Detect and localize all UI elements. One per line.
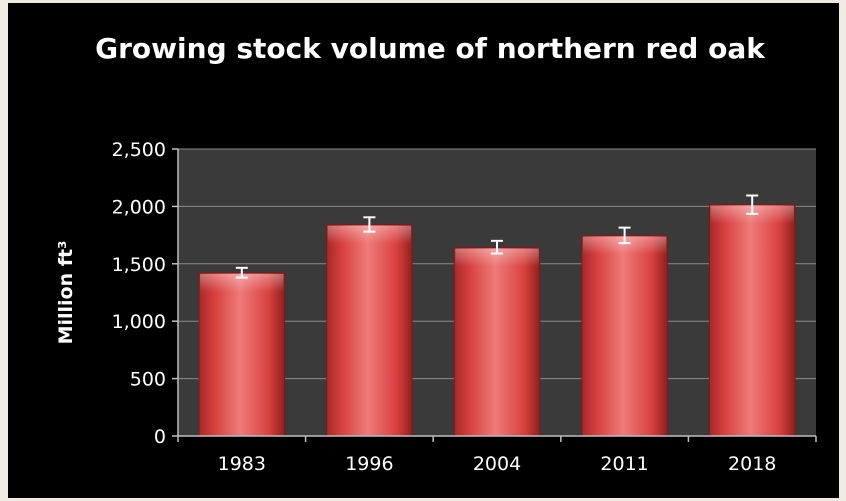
chart-title: Growing stock volume of northern red oak [95,32,765,65]
bar-highlight [582,236,667,255]
x-tick-label: 1983 [218,453,266,475]
error-bar-1983 [235,266,248,279]
error-bar-2018 [746,194,759,215]
x-tick-label: 1996 [345,453,393,475]
bar-1996 [326,224,413,437]
bar-highlight [327,225,412,244]
bar-highlight [455,248,539,267]
bar-highlight [200,273,284,292]
x-tick-labels: 1983 1996 2004 2011 2018 [218,453,777,475]
axes [172,148,817,442]
y-tick-label: 2,000 [112,196,166,218]
bar-2004 [453,247,541,437]
bar-1983 [198,272,286,437]
y-tick-label: 0 [154,426,166,448]
error-bar-1996 [363,216,376,233]
y-axis-title: Million ft³ [55,241,77,345]
error-bar-2004 [491,239,503,255]
error-bar-series [235,194,759,279]
bar-series [198,204,796,437]
y-tick-label: 2,500 [112,139,166,161]
y-tick-label: 1,500 [112,254,166,276]
y-tick-labels: 0 500 1,000 1,500 2,000 2,500 [112,139,166,448]
bar-2018 [708,204,796,437]
x-tick-label: 2004 [473,453,521,475]
y-tick-label: 1,000 [112,311,166,333]
error-bar-2011 [618,226,631,245]
y-tick-label: 500 [130,369,166,391]
x-tick-label: 2018 [728,453,776,475]
x-tick-label: 2011 [600,453,648,475]
bar-2011 [581,235,668,437]
